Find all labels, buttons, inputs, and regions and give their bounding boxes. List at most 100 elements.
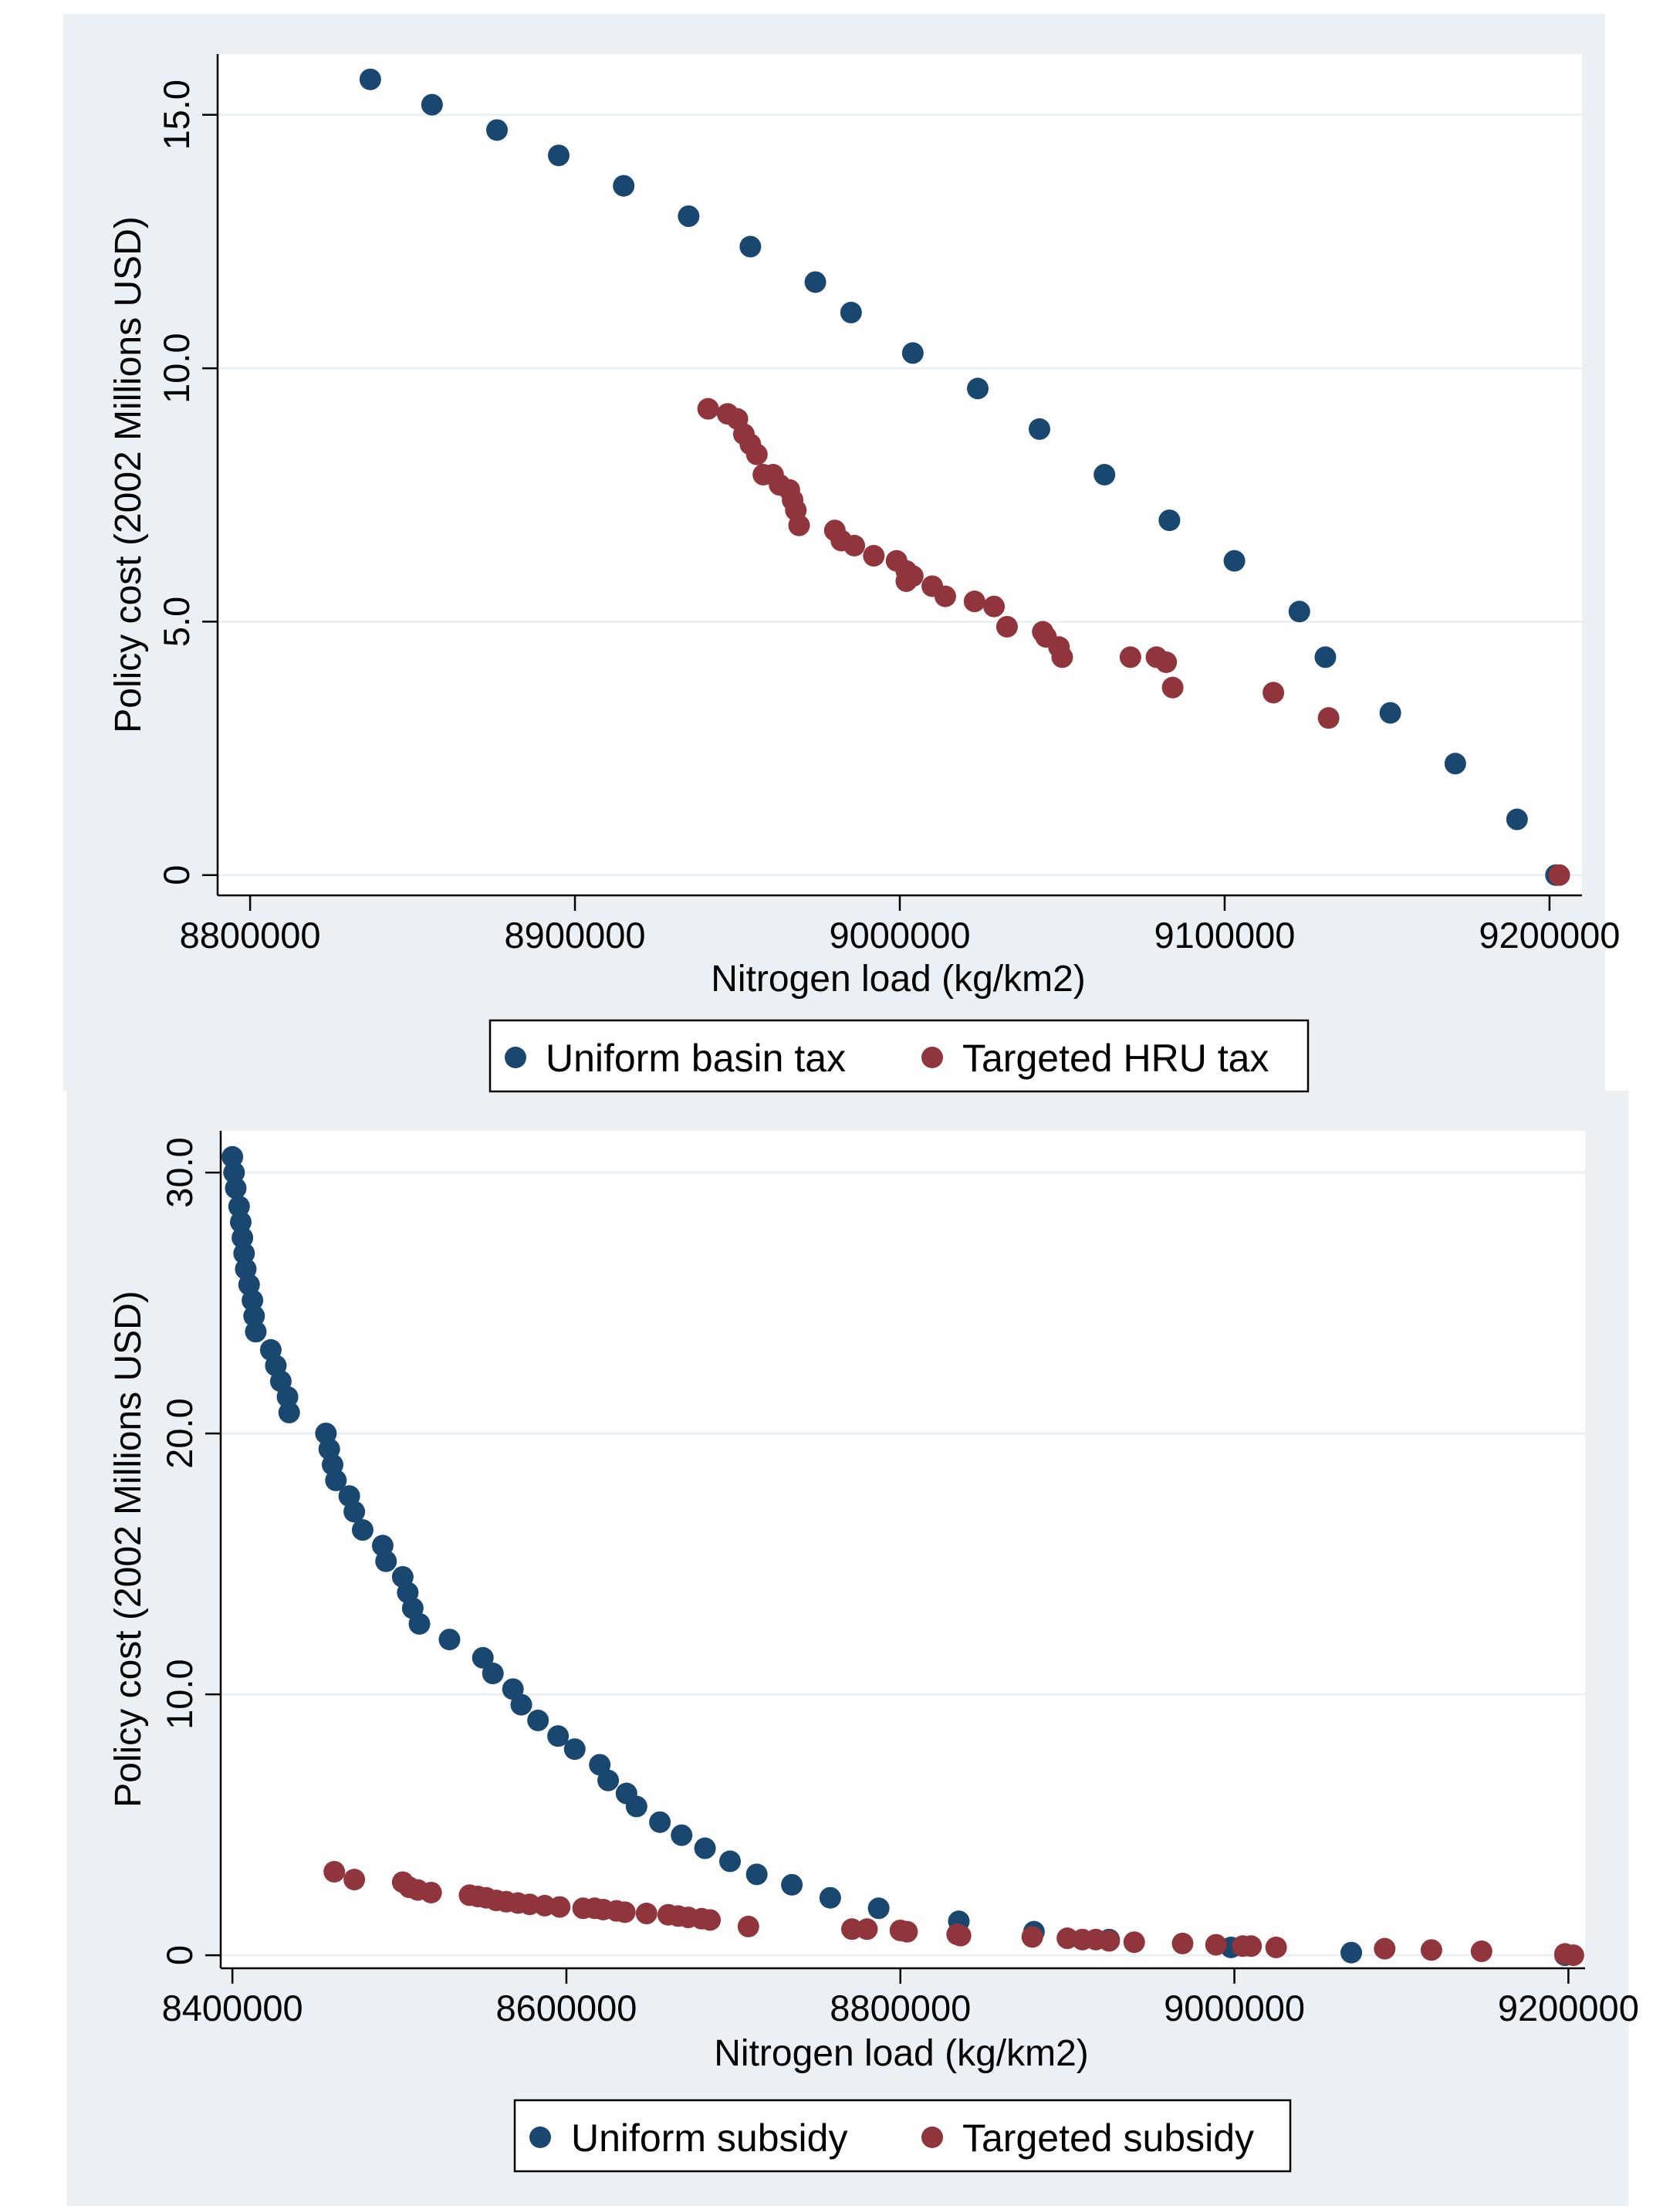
data-point (510, 1693, 532, 1716)
legend-label-targeted-hru-tax: Targeted HRU tax (962, 1037, 1269, 1080)
data-point (649, 1811, 671, 1833)
y-ticks: 0 10.0 20.0 30.0 (159, 1137, 221, 1965)
series-targeted (697, 398, 1570, 886)
x-tick-label: 8900000 (505, 915, 646, 956)
data-point (856, 1918, 878, 1940)
data-point (359, 68, 381, 90)
y-axis-title: Policy cost (2002 Millions USD) (108, 216, 149, 733)
chart-2: 0 10.0 20.0 30.0 8400000 8600000 8800000 90000… (108, 1131, 1639, 2173)
data-point (438, 1629, 461, 1651)
data-point (863, 545, 885, 567)
data-point (1562, 1944, 1584, 1967)
data-point (1029, 418, 1051, 440)
data-point (233, 1242, 255, 1264)
data-point (1021, 1926, 1043, 1948)
data-point (745, 1863, 768, 1886)
data-point (745, 443, 768, 465)
data-point (276, 1386, 299, 1408)
data-point (697, 398, 719, 420)
data-point (1094, 464, 1116, 486)
data-point (614, 1901, 636, 1923)
data-point (1288, 601, 1310, 623)
data-point (1119, 646, 1141, 668)
x-tick-label: 9200000 (1498, 1988, 1639, 2028)
data-point (323, 1860, 346, 1883)
x-ticks: 8800000 8900000 9000000 9100000 9200000 (180, 895, 1620, 956)
data-point (1223, 550, 1246, 572)
data-point (788, 514, 810, 536)
data-point (635, 1903, 657, 1925)
y-tick-label: 5.0 (156, 597, 197, 647)
data-point (482, 1663, 504, 1685)
legend-label-uniform-basin-tax: Uniform basin tax (546, 1037, 846, 1080)
data-point (719, 1850, 742, 1873)
x-axis-title: Nitrogen load (kg/km2) (714, 2033, 1089, 2074)
data-points (359, 68, 1570, 886)
data-point (934, 585, 956, 607)
data-point (694, 1837, 716, 1859)
data-point (486, 119, 509, 141)
series-targeted (323, 1860, 1584, 1967)
data-point (1240, 1935, 1263, 1957)
x-tick-label: 9000000 (1164, 1988, 1305, 2028)
data-point (1158, 509, 1181, 532)
y-tick-label: 0 (159, 1945, 200, 1965)
data-point (840, 1918, 863, 1940)
series-uniform (359, 68, 1567, 886)
data-point (1098, 1930, 1121, 1952)
x-tick-label: 8600000 (495, 1988, 637, 2028)
x-tick-label: 9100000 (1154, 915, 1295, 956)
data-point (1265, 1936, 1287, 1958)
x-ticks: 8400000 8600000 8800000 9000000 9200000 (162, 1968, 1639, 2028)
legend-marker-uniform-subsidy (529, 2126, 551, 2148)
data-point (1155, 651, 1178, 673)
data-point (1340, 1941, 1363, 1964)
data-point (547, 1725, 570, 1748)
y-tick-label: 30.0 (159, 1137, 200, 1207)
y-tick-label: 15.0 (156, 80, 197, 150)
data-point (678, 205, 700, 228)
data-point (781, 1873, 803, 1896)
data-point (963, 590, 985, 613)
x-tick-label: 8800000 (830, 1988, 971, 2028)
data-point (1374, 1937, 1396, 1960)
data-point (671, 1824, 693, 1846)
legend-marker-targeted-hru-tax (921, 1047, 943, 1068)
data-point (408, 1612, 431, 1635)
data-point (343, 1501, 366, 1523)
data-point (548, 144, 570, 167)
data-point (1161, 676, 1184, 699)
legend-marker-uniform-basin-tax (505, 1047, 526, 1068)
data-point (232, 1226, 254, 1249)
data-point (1171, 1932, 1194, 1954)
legend: Uniform basin tax Targeted HRU tax (488, 1019, 1310, 1093)
data-point (896, 1920, 918, 1943)
data-point (1470, 1940, 1492, 1963)
y-tick-label: 20.0 (159, 1398, 200, 1468)
grid-lines (218, 113, 1582, 877)
legend: Uniform subsidy Targeted subsidy (513, 2099, 1292, 2173)
plot-area (221, 1131, 1585, 1968)
data-point (245, 1321, 267, 1343)
y-tick-label: 0 (156, 865, 197, 885)
legend-marker-targeted-subsidy (921, 2126, 943, 2148)
legend-box (488, 1019, 1310, 1093)
data-point (223, 1162, 245, 1184)
data-point (739, 235, 762, 258)
data-point (1420, 1939, 1442, 1961)
data-point (819, 1886, 841, 1909)
data-point (843, 534, 866, 557)
x-tick-label: 8400000 (162, 1988, 303, 2028)
y-axis-title: Policy cost (2002 Millions USD) (108, 1291, 149, 1808)
y-tick-label: 10.0 (156, 333, 197, 403)
data-point (901, 565, 924, 587)
data-point (243, 1304, 265, 1327)
legend-label-uniform-subsidy: Uniform subsidy (571, 2116, 847, 2160)
data-point (699, 1909, 722, 1931)
data-point (420, 1881, 442, 1903)
y-ticks: 0 5.0 10.0 15.0 (156, 80, 218, 885)
data-point (221, 1145, 244, 1168)
data-point (1444, 753, 1466, 775)
data-point (225, 1177, 247, 1199)
